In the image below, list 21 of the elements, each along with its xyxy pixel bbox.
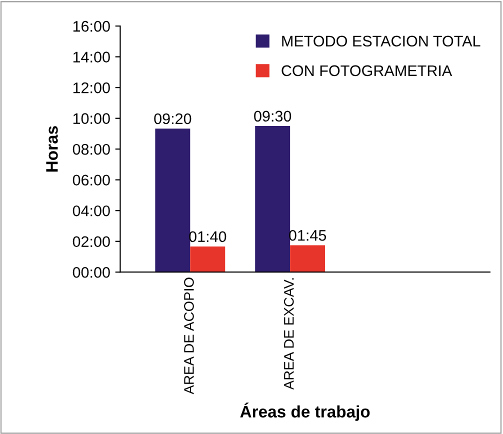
y-tick-label: 16:00 — [73, 20, 110, 32]
x-axis-title: Áreas de trabajo — [240, 402, 370, 421]
x-tick-label: AREA DE EXCAV. — [284, 278, 294, 390]
data-label: 09:30 — [254, 110, 292, 122]
bar — [155, 128, 190, 272]
bar — [255, 126, 290, 272]
legend-label: METODO ESTACION TOTAL — [282, 36, 480, 47]
y-tick-label: 06:00 — [72, 174, 110, 186]
y-tick-label: 14:00 — [73, 52, 110, 62]
y-tick-label: 08:00 — [72, 144, 110, 155]
data-label: 09:20 — [154, 113, 192, 124]
legend-label: CON FOTOGRAMETRIA — [282, 65, 452, 76]
y-tick-label: 10:00 — [73, 113, 110, 124]
y-tick-label: 00:00 — [72, 266, 110, 278]
x-tick-label: AREA DE ACOPIO — [184, 278, 194, 394]
y-tick-label: 02:00 — [72, 236, 110, 248]
y-tick-label: 04:00 — [72, 205, 110, 216]
bar — [290, 245, 326, 272]
bar — [190, 246, 226, 272]
y-axis-title: Horas — [46, 126, 58, 172]
y-tick-label: 12:00 — [73, 82, 110, 94]
